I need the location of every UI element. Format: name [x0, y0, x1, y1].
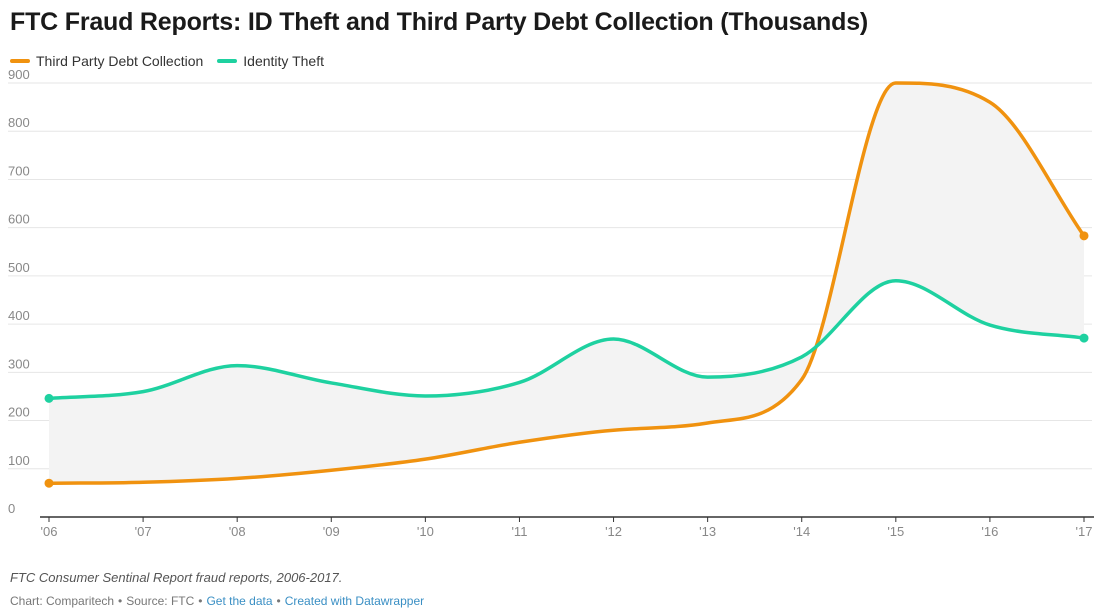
x-tick-label-6: '12: [605, 524, 622, 539]
datawrapper-link[interactable]: Created with Datawrapper: [284, 594, 425, 608]
area-between-series: [49, 83, 1084, 484]
x-tick-label-9: '15: [887, 524, 904, 539]
series-line-debt-collection: [47, 81, 1086, 485]
x-tick-label-5: '11: [511, 524, 527, 539]
y-tick-label-600: 600: [8, 212, 30, 227]
series-point-identity-theft-0: [44, 393, 54, 403]
x-tick-label-7: '13: [699, 524, 716, 539]
y-tick-label-100: 100: [8, 453, 30, 468]
chart-title: FTC Fraud Reports: ID Theft and Third Pa…: [10, 8, 869, 36]
x-tick-label-8: '14: [793, 524, 810, 539]
legend: Third Party Debt Collection Identity The…: [10, 53, 324, 69]
x-tick-label-4: '10: [417, 524, 434, 539]
y-tick-label-900: 900: [8, 67, 30, 82]
chart-notes: FTC Consumer Sentinal Report fraud repor…: [10, 570, 343, 585]
y-tick-label-0: 0: [8, 501, 15, 516]
legend-item-identity-theft: Identity Theft: [217, 53, 324, 69]
x-tick-label-1: '07: [135, 524, 152, 539]
legend-item-debt-collection: Third Party Debt Collection: [10, 53, 203, 69]
y-tick-label-500: 500: [8, 260, 30, 275]
x-tick-label-10: '16: [981, 524, 998, 539]
y-tick-label-800: 800: [8, 115, 30, 130]
x-tick-label-11: '17: [1076, 524, 1093, 539]
series-point-debt-collection-0: [44, 478, 54, 488]
series-point-identity-theft-11: [1079, 333, 1089, 343]
legend-label-debt-collection: Third Party Debt Collection: [36, 53, 204, 69]
legend-label-identity-theft: Identity Theft: [243, 53, 324, 69]
footer-credit: Chart: Comparitech: [10, 594, 115, 608]
chart-footer: Chart: Comparitech • Source: FTC • Get the d…: [10, 594, 425, 608]
get-data-link[interactable]: Get the data: [206, 594, 273, 608]
series-point-debt-collection-11: [1079, 231, 1089, 241]
y-tick-label-200: 200: [8, 405, 30, 420]
y-tick-label-400: 400: [8, 308, 30, 323]
x-tick-label-0: '06: [41, 524, 58, 539]
x-tick-label-3: '09: [323, 524, 340, 539]
y-tick-label-700: 700: [8, 163, 30, 178]
y-tick-label-300: 300: [8, 356, 30, 371]
line-chart: 0 100 200 300 400 500 600 700 800 900 '06 '07 '08 '09…: [8, 67, 1094, 539]
series-line-identity-theft: [47, 278, 1086, 401]
legend-swatch-debt-collection: [10, 59, 30, 63]
x-tick-label-2: '08: [229, 524, 246, 539]
footer-source: Source: FTC: [126, 594, 195, 608]
legend-swatch-identity-theft: [217, 59, 238, 63]
